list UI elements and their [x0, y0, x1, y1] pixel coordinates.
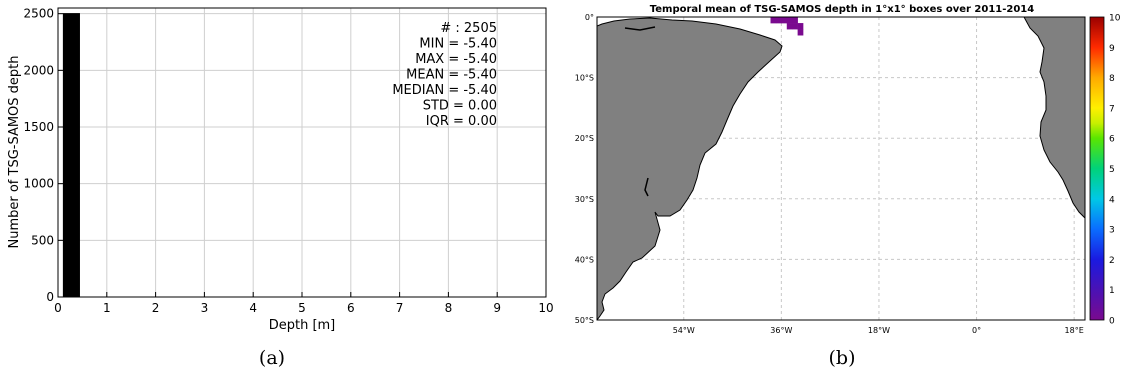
x-tick-label: 6: [347, 301, 355, 315]
latitude-label: 20°S: [575, 134, 594, 143]
longitude-label: 54°W: [673, 326, 695, 335]
panel-b-label: (b): [829, 347, 856, 369]
africa-landmass: [1023, 17, 1085, 219]
map-title: Temporal mean of TSG-SAMOS depth in 1°x1…: [650, 4, 1035, 15]
y-tick-label: 1500: [23, 120, 54, 134]
colorbar-tick-label: 2: [1109, 256, 1115, 266]
x-tick-label: 0: [54, 301, 62, 315]
panel-a-label: (a): [259, 347, 285, 369]
latitude-label: 50°S: [575, 316, 594, 325]
histogram-bar: [62, 13, 80, 297]
colorbar-tick-label: 10: [1109, 14, 1121, 24]
colorbar-tick-label: 7: [1109, 104, 1115, 114]
data-cell: [775, 17, 782, 24]
longitude-label: 18°E: [1065, 326, 1084, 335]
longitude-label: 18°W: [868, 326, 890, 335]
colorbar-tick-label: 0: [1109, 317, 1115, 327]
south-america-landmass: [597, 17, 783, 320]
stat-line: MEAN = -5.40: [406, 68, 497, 83]
x-tick-label: 7: [396, 301, 404, 315]
data-cell: [797, 29, 804, 36]
map-panel: Temporal mean of TSG-SAMOS depth in 1°x1…: [575, 4, 1121, 369]
histogram-panel: 0 1 2 3 4 5 6 7 8 9 10 0 500 1000 1500 2000 2500 Depth …: [7, 7, 554, 369]
histogram-x-ticks: 0 1 2 3 4 5 6 7 8 9 10: [54, 292, 554, 315]
x-tick-label: 2: [152, 301, 160, 315]
data-cell: [770, 17, 777, 24]
data-cell: [792, 17, 798, 24]
data-cell: [797, 23, 804, 30]
stat-line: MEDIAN = -5.40: [392, 83, 497, 98]
stat-line: IQR = 0.00: [426, 114, 497, 129]
x-tick-label: 1: [103, 301, 111, 315]
data-cell: [786, 17, 793, 24]
map-longitude-labels: 54°W 36°W 18°W 0° 18°E: [673, 326, 1084, 335]
stat-line: MAX = -5.40: [415, 52, 497, 67]
y-tick-label: 1000: [23, 177, 54, 191]
colorbar-tick-label: 4: [1109, 195, 1115, 205]
x-tick-label: 10: [538, 301, 553, 315]
data-cell: [792, 23, 798, 30]
map-latitude-labels: 0° 10°S 20°S 30°S 40°S 50°S: [575, 13, 594, 325]
colorbar-tick-label: 6: [1109, 135, 1115, 145]
colorbar-tick-label: 3: [1109, 226, 1115, 236]
colorbar-tick-label: 1: [1109, 286, 1115, 296]
y-tick-label: 500: [31, 233, 54, 247]
coastline-detail: [644, 177, 649, 197]
latitude-label: 0°: [585, 13, 594, 22]
latitude-label: 10°S: [575, 74, 594, 83]
x-tick-label: 8: [445, 301, 453, 315]
data-cell: [781, 17, 788, 24]
histogram-bars: [62, 13, 80, 297]
latitude-label: 40°S: [575, 255, 594, 264]
y-tick-label: 0: [46, 290, 54, 304]
x-tick-label: 3: [201, 301, 209, 315]
coastline-detail: [624, 26, 656, 31]
map-data-cells: [770, 17, 804, 36]
colorbar-tick-labels: 0 1 2 3 4 5 6 7 8 9 10: [1109, 14, 1121, 327]
y-tick-label: 2500: [23, 7, 54, 21]
colorbar-tick-label: 9: [1109, 44, 1115, 54]
histogram-x-axis-label: Depth [m]: [269, 318, 336, 333]
colorbar-tick-label: 8: [1109, 74, 1115, 84]
stat-line: STD = 0.00: [423, 99, 497, 114]
longitude-label: 36°W: [770, 326, 792, 335]
longitude-label: 0°: [972, 326, 981, 335]
stat-line: MIN = -5.40: [419, 37, 497, 52]
y-tick-label: 2000: [23, 63, 54, 77]
data-cell: [786, 23, 793, 30]
stat-line: # : 2505: [440, 21, 497, 36]
x-tick-label: 4: [249, 301, 257, 315]
colorbar: [1089, 16, 1105, 321]
x-tick-label: 9: [493, 301, 501, 315]
map-frame: [596, 16, 1086, 321]
latitude-label: 30°S: [575, 195, 594, 204]
histogram-y-axis-label: Number of TSG-SAMOS depth: [7, 55, 22, 248]
x-tick-label: 5: [298, 301, 306, 315]
histogram-y-ticks: 0 500 1000 1500 2000 2500: [23, 7, 63, 304]
colorbar-tick-label: 5: [1109, 165, 1115, 175]
